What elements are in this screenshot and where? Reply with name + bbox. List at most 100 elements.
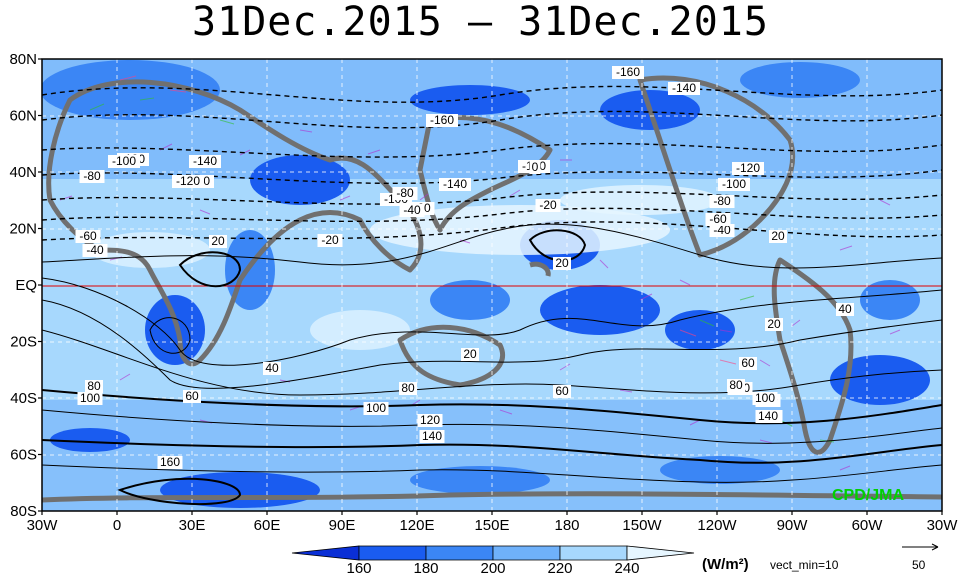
- contour-label-bg: [172, 175, 204, 188]
- contour-label: -140: [443, 177, 467, 191]
- contour-label: -160: [616, 65, 640, 79]
- contour-label-bg: [399, 204, 425, 217]
- contour-label: 80: [87, 379, 101, 393]
- contour-label: 140: [422, 429, 442, 443]
- contour-label: 20: [211, 234, 225, 248]
- positive-contours: [42, 223, 942, 506]
- contour-label-bg: [108, 155, 140, 168]
- wind-vectors: [59, 129, 901, 471]
- contour-label-bg: [419, 430, 445, 443]
- contour-label: 100: [755, 391, 775, 405]
- colorbar: 160 180 200 220 240 (W/m²) vect_min=10 50: [291, 545, 926, 575]
- colorbar-bin: [425, 545, 494, 561]
- contour-label: -40: [713, 223, 731, 237]
- contour-label-bg: [535, 199, 561, 212]
- latitude-label: 40S: [10, 390, 37, 407]
- contour-label: 20: [555, 256, 569, 270]
- contour-label: -140: [672, 81, 696, 95]
- contour-label-bg: [727, 379, 745, 392]
- contour-label-bg: [553, 385, 571, 398]
- contour-label-bg: [157, 456, 183, 469]
- contour-label: -120: [176, 174, 200, 188]
- vector-min-label: vect_min=10: [770, 558, 839, 572]
- contour-label-bg: [85, 380, 103, 393]
- wind-vectors-jet: [89, 97, 835, 443]
- contour-label: 100: [366, 401, 386, 415]
- contour-label-bg: [553, 257, 571, 270]
- contour-label: 0: [532, 160, 539, 174]
- contour-label: 60: [185, 389, 199, 403]
- contour-label-bg: [317, 234, 343, 247]
- latitude-label: 60S: [10, 447, 37, 464]
- contour-label-bg: [461, 348, 479, 361]
- contour-label: 80: [729, 378, 743, 392]
- longitude-label: 90E: [329, 517, 356, 534]
- contour-label: 80: [401, 381, 415, 395]
- longitude-label: 60E: [254, 517, 281, 534]
- contour-label: -80: [396, 186, 414, 200]
- contour-label-bg: [417, 414, 443, 427]
- negative-contours: [42, 85, 942, 241]
- colorbar-tick-label: 200: [480, 560, 505, 575]
- contour-label: 100: [80, 391, 100, 405]
- contour-label-bg: [363, 402, 389, 415]
- contour-label-bg: [75, 230, 101, 243]
- longitude-label: 30W: [927, 517, 959, 534]
- colorbar-bin: [626, 545, 695, 561]
- colorbar-bin: [559, 545, 628, 561]
- contour-label-bg: [392, 187, 418, 200]
- colorbar-tick-label: 180: [413, 560, 438, 575]
- contour-label: 60: [741, 356, 755, 370]
- contour-label: 160: [160, 455, 180, 469]
- colorbar-tick-label: 220: [547, 560, 572, 575]
- longitude-label: 150E: [474, 517, 509, 534]
- contour-label: -60: [79, 229, 97, 243]
- contour-label: 120: [420, 413, 440, 427]
- colorbar-tick-label: 160: [346, 560, 371, 575]
- contour-label: 20: [771, 229, 785, 243]
- reference-vector-label: 50: [912, 558, 926, 572]
- contour-label-bg: [183, 390, 201, 403]
- contour-label: -80: [83, 169, 101, 183]
- contour-label: 60: [555, 384, 569, 398]
- contour-label-bg: [612, 66, 644, 79]
- longitude-label: 0: [113, 517, 121, 534]
- contour-label-bg: [209, 235, 227, 248]
- longitude-label: 150W: [622, 517, 662, 534]
- longitude-label: 180: [554, 517, 579, 534]
- latitude-label: 20N: [9, 221, 37, 238]
- contour-label: -160: [430, 113, 454, 127]
- latitude-label: 20S: [10, 334, 37, 351]
- contour-label-bg: [82, 244, 108, 257]
- contour-label: -20: [539, 198, 557, 212]
- contour-label-bg: [668, 82, 700, 95]
- contour-label: -60: [709, 212, 727, 226]
- tick-marks: [38, 58, 943, 515]
- contour-label: -20: [321, 233, 339, 247]
- contour-label-bg: [836, 303, 854, 316]
- map-panel: [42, 59, 942, 511]
- colorbar-bin: [492, 545, 561, 561]
- map-title: 31Dec.2015 – 31Dec.2015: [192, 0, 769, 45]
- contour-label: -140: [193, 154, 217, 168]
- contour-label-bg: [732, 162, 764, 175]
- wind-vectors-strong: [119, 75, 737, 365]
- contour-label-bg: [263, 362, 281, 375]
- colorbar-bin: [291, 545, 360, 561]
- contour-label: -100: [112, 154, 136, 168]
- longitude-label: 120W: [697, 517, 737, 534]
- contour-label-bg: [765, 318, 783, 331]
- contour-label-bg: [705, 213, 731, 226]
- contour-label-bg: [769, 230, 787, 243]
- latitude-labels: 80N 60N 40N 20N EQ 20S 40S 60S 80S: [9, 51, 37, 520]
- contour-label: -100: [722, 177, 746, 191]
- contour-label-bg: [739, 357, 757, 370]
- longitude-label: 30E: [179, 517, 206, 534]
- contour-labels: -160-140-160-120-140-120-100-80-100-120-…: [75, 65, 854, 469]
- longitude-label: 120E: [399, 517, 434, 534]
- grid-lines: [42, 59, 942, 511]
- contour-label-bg: [439, 178, 471, 191]
- contour-label-bg: [399, 382, 417, 395]
- contour-label: -80: [713, 194, 731, 208]
